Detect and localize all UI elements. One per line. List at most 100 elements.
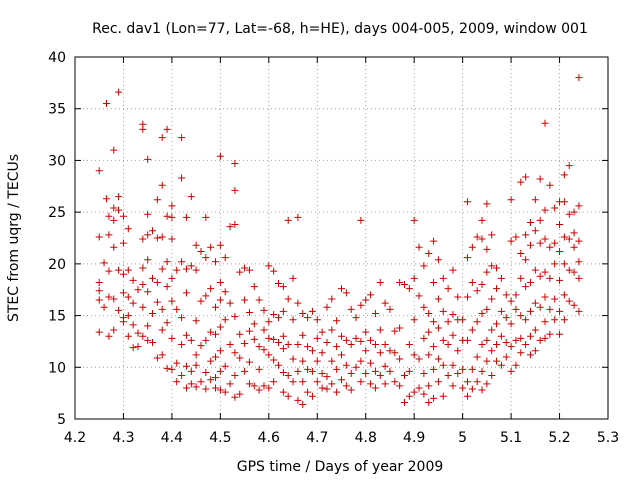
data-point (386, 347, 394, 355)
data-point (173, 359, 181, 367)
data-point (546, 330, 554, 338)
data-point (333, 365, 341, 373)
data-point (396, 278, 404, 286)
data-point (110, 243, 118, 251)
data-points (95, 74, 583, 409)
data-point (236, 354, 244, 362)
data-point (158, 305, 166, 313)
data-point (279, 388, 287, 396)
data-point (207, 328, 215, 336)
data-point (342, 361, 350, 369)
data-point (294, 299, 302, 307)
data-point (371, 310, 379, 318)
data-point (124, 225, 132, 233)
data-point (202, 385, 210, 393)
data-point (144, 336, 152, 344)
data-point (517, 274, 525, 282)
data-point (454, 293, 462, 301)
data-point (541, 334, 549, 342)
data-point (328, 295, 336, 303)
data-point (536, 303, 544, 311)
data-point (536, 272, 544, 280)
data-point (371, 367, 379, 375)
data-point (541, 206, 549, 214)
x-tick-label: 5.2 (548, 430, 570, 446)
data-point (517, 334, 525, 342)
data-point (255, 365, 263, 373)
data-point (512, 233, 520, 241)
data-point (415, 243, 423, 251)
data-point (483, 357, 491, 365)
data-point (546, 274, 554, 282)
data-point (110, 326, 118, 334)
data-point (212, 330, 220, 338)
data-point (255, 343, 263, 351)
data-point (250, 335, 258, 343)
data-point (119, 289, 127, 297)
data-point (362, 369, 370, 377)
y-tick-label: 25 (48, 205, 66, 221)
data-point (342, 336, 350, 344)
data-point (391, 378, 399, 386)
data-point (468, 243, 476, 251)
data-point (197, 247, 205, 255)
data-point (129, 321, 137, 329)
y-tick-label: 40 (48, 50, 66, 66)
data-point (144, 210, 152, 218)
data-point (207, 285, 215, 293)
data-point (241, 296, 249, 304)
data-point (333, 317, 341, 325)
data-point (270, 311, 278, 319)
data-point (483, 200, 491, 208)
data-point (134, 329, 142, 337)
data-point (299, 357, 307, 365)
data-point (144, 322, 152, 330)
data-point (270, 378, 278, 386)
data-point (216, 278, 224, 286)
data-point (216, 241, 224, 249)
data-point (449, 266, 457, 274)
data-point (289, 378, 297, 386)
data-point (556, 276, 564, 284)
data-point (565, 210, 573, 218)
data-point (158, 134, 166, 142)
data-point (507, 237, 515, 245)
data-point (284, 295, 292, 303)
data-point (241, 367, 249, 375)
data-point (279, 283, 287, 291)
data-point (362, 296, 370, 304)
data-point (178, 258, 186, 266)
data-point (425, 398, 433, 406)
data-point (245, 308, 253, 316)
data-point (192, 361, 200, 369)
data-point (102, 100, 110, 108)
data-point (556, 221, 564, 229)
data-point (541, 268, 549, 276)
data-point (168, 235, 176, 243)
data-point (115, 88, 123, 96)
data-point (439, 274, 447, 282)
data-point (187, 262, 195, 270)
data-point (575, 202, 583, 210)
data-point (463, 293, 471, 301)
data-point (299, 331, 307, 339)
data-point (168, 365, 176, 373)
data-point (531, 266, 539, 274)
data-point (289, 316, 297, 324)
data-point (187, 193, 195, 201)
data-point (488, 347, 496, 355)
data-point (449, 361, 457, 369)
data-point (182, 289, 190, 297)
data-point (342, 289, 350, 297)
data-point (347, 386, 355, 394)
data-point (381, 299, 389, 307)
data-point (100, 303, 108, 311)
data-point (517, 178, 525, 186)
data-point (570, 208, 578, 216)
data-point (410, 216, 418, 224)
data-point (173, 305, 181, 313)
data-point (304, 388, 312, 396)
data-point (483, 245, 491, 253)
data-point (328, 357, 336, 365)
